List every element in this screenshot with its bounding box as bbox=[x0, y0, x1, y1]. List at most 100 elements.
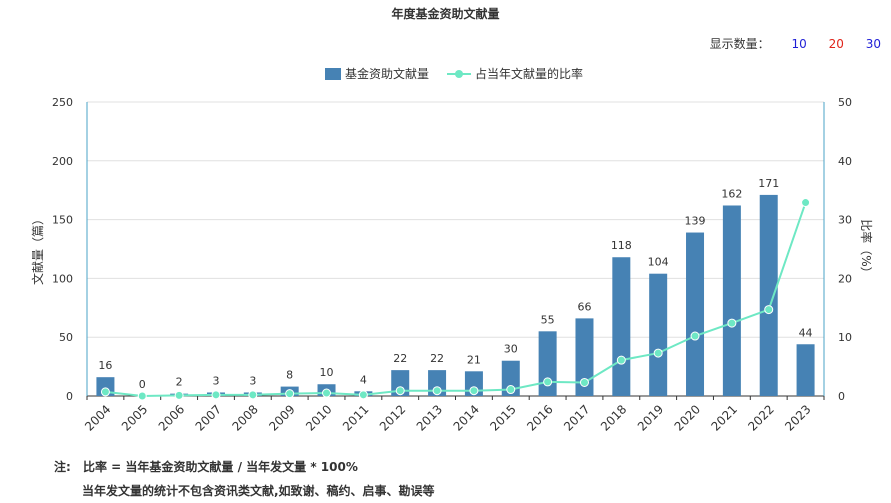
y-tick-label: 0 bbox=[66, 390, 73, 403]
y-tick-label: 100 bbox=[52, 272, 73, 285]
ratio-point bbox=[395, 386, 405, 396]
ratio-point bbox=[469, 386, 479, 396]
bar-value-label: 4 bbox=[360, 373, 367, 386]
x-tick-label: 2019 bbox=[635, 402, 666, 433]
legend-bar-label: 基金资助文献量 bbox=[345, 66, 429, 81]
ratio-point bbox=[579, 377, 589, 387]
note: 注: 比率 = 当年基金资助文献量 / 当年发文量 * 100% bbox=[54, 458, 358, 475]
y-tick-label: 250 bbox=[52, 96, 73, 109]
ratio-point bbox=[211, 390, 221, 400]
y-tick-label: 200 bbox=[52, 155, 73, 168]
ratio-point bbox=[543, 377, 553, 387]
display-count-option-20[interactable]: 20 bbox=[828, 37, 844, 51]
ratio-point bbox=[506, 385, 516, 395]
bar-value-label: 118 bbox=[611, 239, 632, 252]
bar bbox=[686, 232, 705, 396]
x-tick-label: 2007 bbox=[193, 402, 224, 433]
display-count-label: 显示数量： bbox=[709, 37, 770, 51]
ratio-point bbox=[653, 348, 663, 358]
display-count-option-30[interactable]: 30 bbox=[865, 37, 881, 51]
y2-tick-label: 30 bbox=[838, 214, 852, 227]
bar-value-label: 2 bbox=[176, 376, 183, 389]
legend-bar-swatch bbox=[325, 68, 341, 80]
ratio-point bbox=[690, 331, 700, 341]
ratio-point bbox=[322, 388, 332, 398]
bar-value-label: 139 bbox=[685, 215, 706, 228]
bar bbox=[759, 194, 778, 396]
ratio-point bbox=[801, 198, 811, 208]
ratio-point bbox=[432, 386, 442, 396]
x-tick-label: 2005 bbox=[119, 402, 150, 433]
bar-value-label: 162 bbox=[721, 187, 742, 200]
x-tick-label: 2023 bbox=[782, 402, 813, 433]
y2-tick-label: 10 bbox=[838, 331, 852, 344]
bar bbox=[501, 360, 520, 396]
x-tick-label: 2004 bbox=[82, 402, 113, 433]
bar-value-label: 44 bbox=[799, 326, 813, 339]
ratio-point bbox=[248, 390, 258, 400]
bar-value-label: 30 bbox=[504, 343, 518, 356]
y-tick-label: 50 bbox=[59, 331, 73, 344]
x-tick-label: 2011 bbox=[340, 402, 371, 433]
x-tick-label: 2018 bbox=[598, 402, 629, 433]
y2-tick-label: 40 bbox=[838, 155, 852, 168]
bar-value-label: 22 bbox=[393, 352, 407, 365]
ratio-point bbox=[727, 318, 737, 328]
ratio-point bbox=[100, 387, 110, 397]
x-tick-label: 2021 bbox=[708, 402, 739, 433]
bar-value-label: 0 bbox=[139, 378, 146, 391]
bar-value-label: 21 bbox=[467, 353, 481, 366]
x-tick-label: 2013 bbox=[414, 402, 445, 433]
bar bbox=[722, 205, 741, 396]
bar bbox=[796, 344, 815, 396]
bar-value-label: 171 bbox=[758, 177, 779, 190]
bar bbox=[391, 370, 410, 396]
x-tick-label: 2010 bbox=[303, 402, 334, 433]
bar-value-label: 3 bbox=[249, 374, 256, 387]
bar bbox=[612, 257, 631, 396]
y2-tick-label: 50 bbox=[838, 96, 852, 109]
legend-line-label: 占当年文献量的比率 bbox=[475, 66, 583, 81]
x-tick-label: 2015 bbox=[487, 402, 518, 433]
y2-tick-label: 0 bbox=[838, 390, 845, 403]
bar-value-label: 22 bbox=[430, 352, 444, 365]
ratio-point bbox=[137, 391, 147, 401]
display-count-option-10[interactable]: 10 bbox=[791, 37, 807, 51]
chart-title: 年度基金资助文献量 bbox=[391, 7, 500, 21]
y2-tick-label: 20 bbox=[838, 272, 852, 285]
x-tick-label: 2009 bbox=[266, 402, 297, 433]
y-axis-title: 文献量（篇） bbox=[30, 213, 45, 285]
ratio-line bbox=[105, 202, 807, 398]
ratio-point bbox=[764, 305, 774, 315]
x-tick-label: 2022 bbox=[745, 402, 776, 433]
bar-value-label: 66 bbox=[577, 300, 591, 313]
ratio-point bbox=[285, 389, 295, 399]
note-line-1: 比率 = 当年基金资助文献量 / 当年发文量 * 100% bbox=[83, 460, 358, 474]
y-tick-label: 150 bbox=[52, 214, 73, 227]
note-prefix: 注: bbox=[54, 460, 71, 474]
bar-value-label: 55 bbox=[541, 313, 555, 326]
bar-value-label: 3 bbox=[212, 374, 219, 387]
x-tick-label: 2008 bbox=[229, 402, 260, 433]
bar bbox=[649, 273, 668, 396]
x-tick-label: 2017 bbox=[561, 402, 592, 433]
bar-value-label: 10 bbox=[320, 366, 334, 379]
bar-value-label: 16 bbox=[98, 359, 112, 372]
bar bbox=[428, 370, 447, 396]
bar bbox=[575, 318, 594, 396]
note-line-2: 当年发文量的统计不包含资讯类文献,如致谢、稿约、启事、勘误等 bbox=[82, 484, 435, 498]
x-tick-label: 2012 bbox=[377, 402, 408, 433]
bar bbox=[96, 377, 115, 396]
legend-line-marker bbox=[455, 70, 463, 78]
x-tick-label: 2020 bbox=[672, 402, 703, 433]
bar-value-label: 104 bbox=[648, 256, 669, 269]
ratio-point bbox=[358, 390, 368, 400]
ratio-point bbox=[616, 355, 626, 365]
display-count-selector: 显示数量： 10 20 30 bbox=[710, 35, 881, 52]
bar-value-label: 8 bbox=[286, 369, 293, 382]
bar bbox=[538, 331, 557, 396]
ratio-point bbox=[174, 390, 184, 400]
x-tick-label: 2014 bbox=[451, 402, 482, 433]
x-tick-label: 2016 bbox=[524, 402, 555, 433]
